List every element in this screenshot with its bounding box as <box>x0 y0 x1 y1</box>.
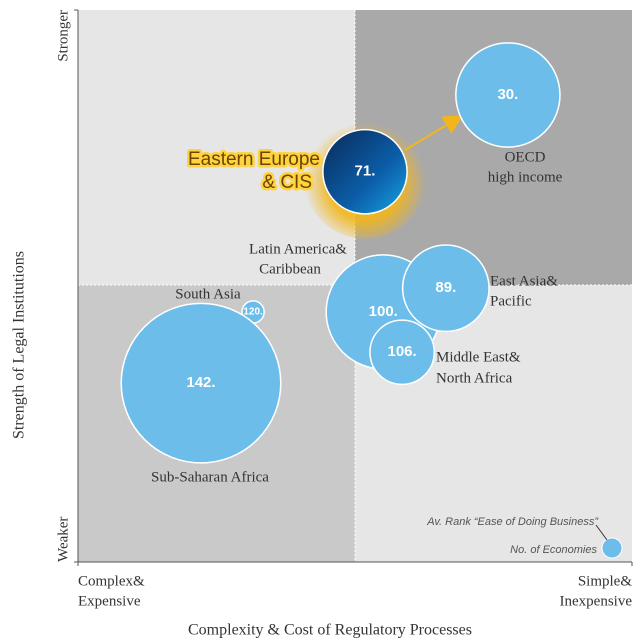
bubble-name: South Asia <box>175 286 241 302</box>
y-axis-title: Strength of Legal Institutions <box>11 251 28 439</box>
x-end-label: Expensive <box>78 593 141 609</box>
bubble-name: Caribbean <box>259 261 321 277</box>
bubble <box>120 302 282 464</box>
bubble-name: Eastern Europe <box>188 149 320 170</box>
legend-label: Av. Rank “Ease of Doing Business” <box>426 516 599 528</box>
bubble-value-label: 89. <box>435 279 456 296</box>
bubble <box>455 42 561 148</box>
bubble <box>322 128 408 215</box>
bubble-name: East Asia& <box>490 273 558 289</box>
bubble-name: Pacific <box>490 293 532 309</box>
bubble-value-label: 142. <box>186 374 215 391</box>
bubble-value-label: 30. <box>497 86 518 103</box>
x-axis-title: Complexity & Cost of Regulatory Processe… <box>188 622 472 639</box>
bubble-value-label: 100. <box>369 303 398 320</box>
bubble-value-label: 120. <box>243 307 263 318</box>
bubble-name: North Africa <box>436 370 513 386</box>
bubble <box>401 244 490 333</box>
bubble-name: OECD <box>505 149 546 165</box>
legend: Av. Rank “Ease of Doing Business” No. of… <box>426 516 623 559</box>
bubble-name: Middle East& <box>436 349 521 365</box>
bubble <box>369 319 435 386</box>
bubble-name: Latin America& <box>249 241 347 257</box>
axes <box>74 9 633 566</box>
bubble-name: Sub-Saharan Africa <box>151 469 269 485</box>
bubble-name: high income <box>488 169 563 185</box>
x-end-label: Inexpensive <box>560 593 633 609</box>
y-end-label: Stronger <box>55 10 71 62</box>
bubble-value-label: 106. <box>387 343 416 360</box>
x-end-label: Simple& <box>578 573 633 589</box>
x-end-label: Complex& <box>78 573 145 589</box>
y-end-label: Weaker <box>55 517 71 562</box>
bubble-name: & CIS <box>262 172 312 193</box>
legend-label: No. of Economies <box>510 544 597 556</box>
bubble-value-label: 71. <box>355 163 376 180</box>
